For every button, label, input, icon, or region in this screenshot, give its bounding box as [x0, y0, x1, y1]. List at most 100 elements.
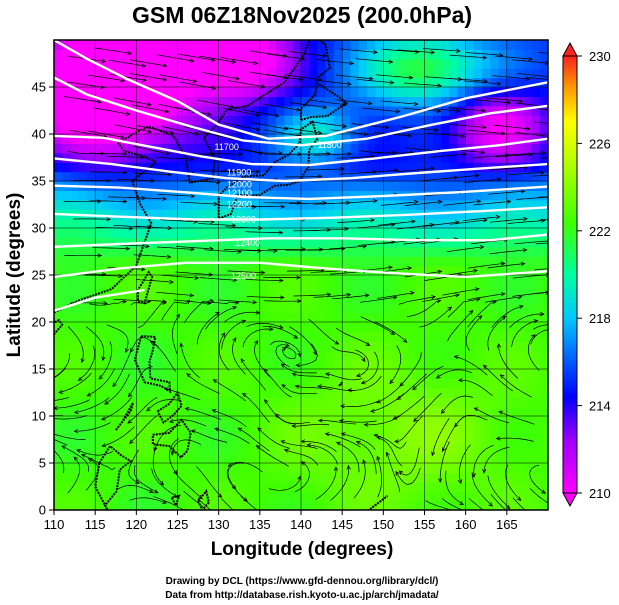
streamline-arrowhead [506, 100, 512, 105]
streamline-arrowhead [360, 380, 366, 385]
streamline [404, 201, 442, 206]
streamline-arrowhead [384, 125, 390, 130]
streamline-arrowhead [482, 125, 487, 130]
streamline [313, 294, 351, 298]
streamline-arrowhead [255, 112, 261, 117]
streamline-arrowhead [237, 249, 243, 254]
streamline [222, 122, 260, 131]
streamline-arrowhead [545, 290, 548, 295]
streamline-arrowhead [100, 416, 106, 421]
streamline [496, 437, 534, 442]
streamline-arrowhead [362, 459, 367, 465]
streamline [227, 270, 265, 273]
streamline-arrowhead [390, 240, 396, 245]
streamline-arrowhead [505, 504, 511, 510]
streamline [169, 419, 207, 427]
streamline-arrowhead [169, 130, 175, 135]
streamline-arrowhead [233, 169, 238, 174]
streamline [177, 53, 215, 61]
streamline-arrowhead [349, 61, 355, 66]
streamline [377, 292, 414, 299]
streamline-arrowhead [537, 522, 541, 526]
streamline [354, 349, 369, 377]
streamline-arrowhead [118, 273, 124, 279]
streamline-arrowhead [520, 261, 526, 267]
streamline [425, 500, 453, 510]
streamline [164, 388, 201, 401]
x-tick-label: 125 [167, 517, 189, 532]
streamline-arrowhead [162, 299, 167, 304]
streamline [114, 124, 152, 133]
streamline [196, 312, 220, 345]
streamline [173, 471, 203, 500]
streamline-arrowhead [293, 334, 299, 339]
streamline [336, 442, 360, 473]
streamline [538, 219, 548, 221]
streamline [171, 439, 202, 455]
streamline [530, 329, 548, 345]
x-tick-label: 130 [208, 517, 230, 532]
streamline [89, 200, 127, 202]
streamline [222, 108, 260, 116]
coastline [316, 40, 331, 79]
streamline-arrowhead [186, 373, 191, 378]
streamline [449, 78, 488, 82]
streamline [314, 79, 351, 85]
streamline-arrowhead [179, 342, 184, 348]
streamline-arrowhead [344, 226, 350, 232]
streamline-arrowhead [544, 60, 548, 66]
streamline-arrowhead [258, 225, 263, 231]
coastline [197, 489, 210, 510]
streamline-arrowhead [376, 399, 382, 404]
streamline [380, 100, 418, 105]
streamline [330, 465, 350, 501]
height-contour [54, 76, 548, 147]
colorbar-tick-label: 226 [589, 136, 611, 151]
streamline [296, 343, 318, 366]
streamline-arrowhead [296, 200, 302, 205]
contour-label: 11800 [317, 140, 341, 150]
height-contour [54, 40, 548, 140]
streamline [485, 97, 523, 102]
streamline [228, 461, 263, 473]
streamline-arrowhead [457, 378, 463, 383]
streamline-arrowhead [322, 105, 328, 110]
streamline [161, 274, 199, 279]
streamline [129, 497, 167, 504]
streamline [246, 322, 283, 329]
streamline-arrowhead [194, 275, 200, 280]
streamline-arrowhead [317, 418, 323, 423]
streamline-arrowhead [455, 48, 461, 53]
streamline [81, 454, 116, 471]
streamline-arrowhead [296, 299, 302, 304]
streamline [495, 153, 533, 158]
streamline-arrowhead [206, 112, 212, 117]
streamline-arrowhead [347, 81, 352, 86]
streamline [536, 108, 548, 111]
streamline-arrowhead [399, 382, 405, 387]
y-tick-label: 35 [32, 174, 46, 189]
streamline-arrowhead [73, 456, 78, 462]
streamline-arrowhead [334, 340, 340, 345]
streamline-arrowhead [300, 461, 306, 466]
streamline [54, 397, 70, 401]
streamline [535, 242, 548, 245]
streamline [101, 396, 133, 421]
streamline-arrowhead [283, 448, 289, 453]
streamline-arrowhead [280, 204, 286, 209]
streamline [180, 343, 201, 379]
streamline [471, 472, 493, 507]
streamline-arrowhead [409, 291, 415, 296]
streamline-arrowhead [388, 59, 394, 64]
streamline [89, 152, 127, 155]
y-tick-label: 15 [32, 362, 46, 377]
contour-label: 11900 [227, 167, 251, 177]
streamline-arrowhead [260, 84, 266, 89]
streamline-arrowhead [146, 102, 152, 107]
streamline-arrowhead [496, 343, 501, 348]
streamline-arrowhead [488, 502, 494, 507]
streamline-arrowhead [533, 319, 539, 324]
streamline [454, 414, 488, 428]
streamline [491, 305, 523, 328]
streamline [293, 294, 331, 297]
